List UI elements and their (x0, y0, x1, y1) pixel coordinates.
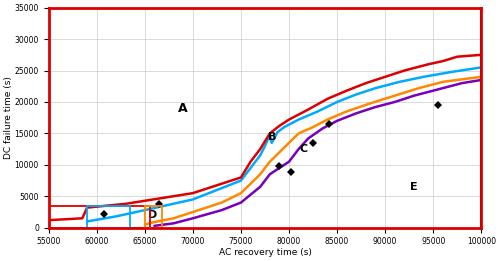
Bar (87, 206, 130, 228)
Text: A: A (178, 102, 188, 115)
Text: D: D (148, 210, 157, 220)
Text: E: E (410, 182, 418, 192)
Text: B: B (268, 132, 276, 141)
X-axis label: AC recovery time (s): AC recovery time (s) (218, 248, 312, 257)
Bar (145, 206, 162, 228)
Y-axis label: DC failure time (s): DC failure time (s) (4, 76, 13, 159)
Bar (48, 206, 150, 228)
Text: C: C (300, 144, 308, 154)
